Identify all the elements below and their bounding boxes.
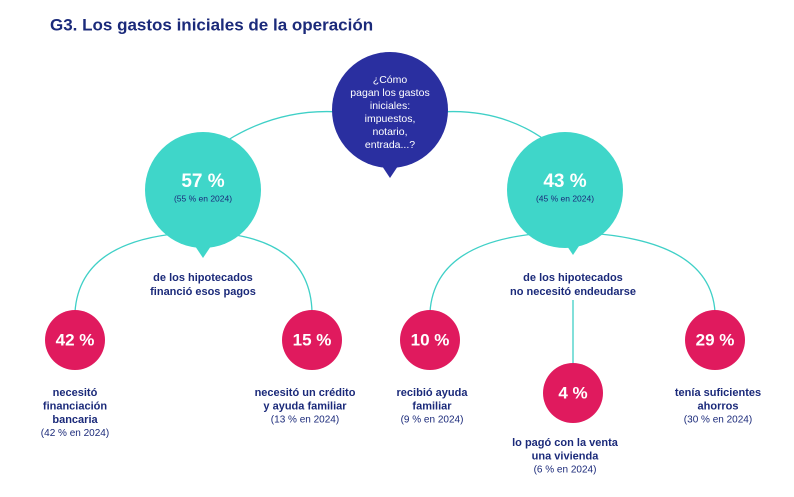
outcome-value: 4 % xyxy=(558,383,587,402)
outcome-bubble xyxy=(685,310,745,370)
outcome-label: ahorros xyxy=(698,400,739,412)
branch-bubble xyxy=(145,132,261,248)
branch-previous: (55 % en 2024) xyxy=(174,193,232,203)
branch-description: de los hipotecados xyxy=(153,272,253,284)
outcome-bubble xyxy=(400,310,460,370)
outcome-previous: (6 % en 2024) xyxy=(534,465,597,476)
outcome-label: lo pagó con la venta xyxy=(512,437,619,449)
outcome-label: financiación xyxy=(43,400,107,412)
outcome-label: una vivienda xyxy=(532,450,600,462)
question-text: notario, xyxy=(372,126,407,138)
outcome-bubble xyxy=(282,310,342,370)
outcome-previous: (9 % en 2024) xyxy=(401,415,464,426)
title: G3. Los gastos iniciales de la operación xyxy=(50,15,373,34)
outcome-label: recibió ayuda xyxy=(397,387,469,399)
connector xyxy=(439,110,546,141)
question-text: pagan los gastos xyxy=(350,87,429,99)
outcome-previous: (13 % en 2024) xyxy=(271,415,339,426)
outcome-bubble xyxy=(45,310,105,370)
outcome-value: 29 % xyxy=(696,330,735,349)
outcome-value: 15 % xyxy=(293,330,332,349)
outcome-bubble xyxy=(543,363,603,423)
bubble-pointer xyxy=(195,246,211,258)
outcome-label: necesitó un crédito xyxy=(255,387,356,399)
question-bubble xyxy=(332,52,448,168)
outcome-label: familiar xyxy=(412,400,452,412)
question-text: iniciales: xyxy=(370,100,410,112)
outcome-label: tenía suficientes xyxy=(675,387,761,399)
branch-value: 43 % xyxy=(543,171,586,192)
outcome-previous: (42 % en 2024) xyxy=(41,428,109,439)
outcome-label: necesitó xyxy=(53,387,98,399)
outcome-value: 10 % xyxy=(411,330,450,349)
branch-description: no necesitó endeudarse xyxy=(510,286,636,298)
branch-description: financió esos pagos xyxy=(150,286,256,298)
question-text: ¿Cómo xyxy=(373,74,408,86)
question-text: impuestos, xyxy=(365,113,416,125)
outcome-label: y ayuda familiar xyxy=(263,400,347,412)
outcome-value: 42 % xyxy=(56,330,95,349)
outcome-label: bancaria xyxy=(52,414,98,426)
branch-previous: (45 % en 2024) xyxy=(536,193,594,203)
branch-description: de los hipotecados xyxy=(523,272,623,284)
branch-bubble xyxy=(507,132,623,248)
question-text: entrada...? xyxy=(365,139,415,151)
branch-value: 57 % xyxy=(181,171,224,192)
outcome-previous: (30 % en 2024) xyxy=(684,415,752,426)
bubble-pointer xyxy=(382,166,398,178)
connector xyxy=(227,110,341,141)
